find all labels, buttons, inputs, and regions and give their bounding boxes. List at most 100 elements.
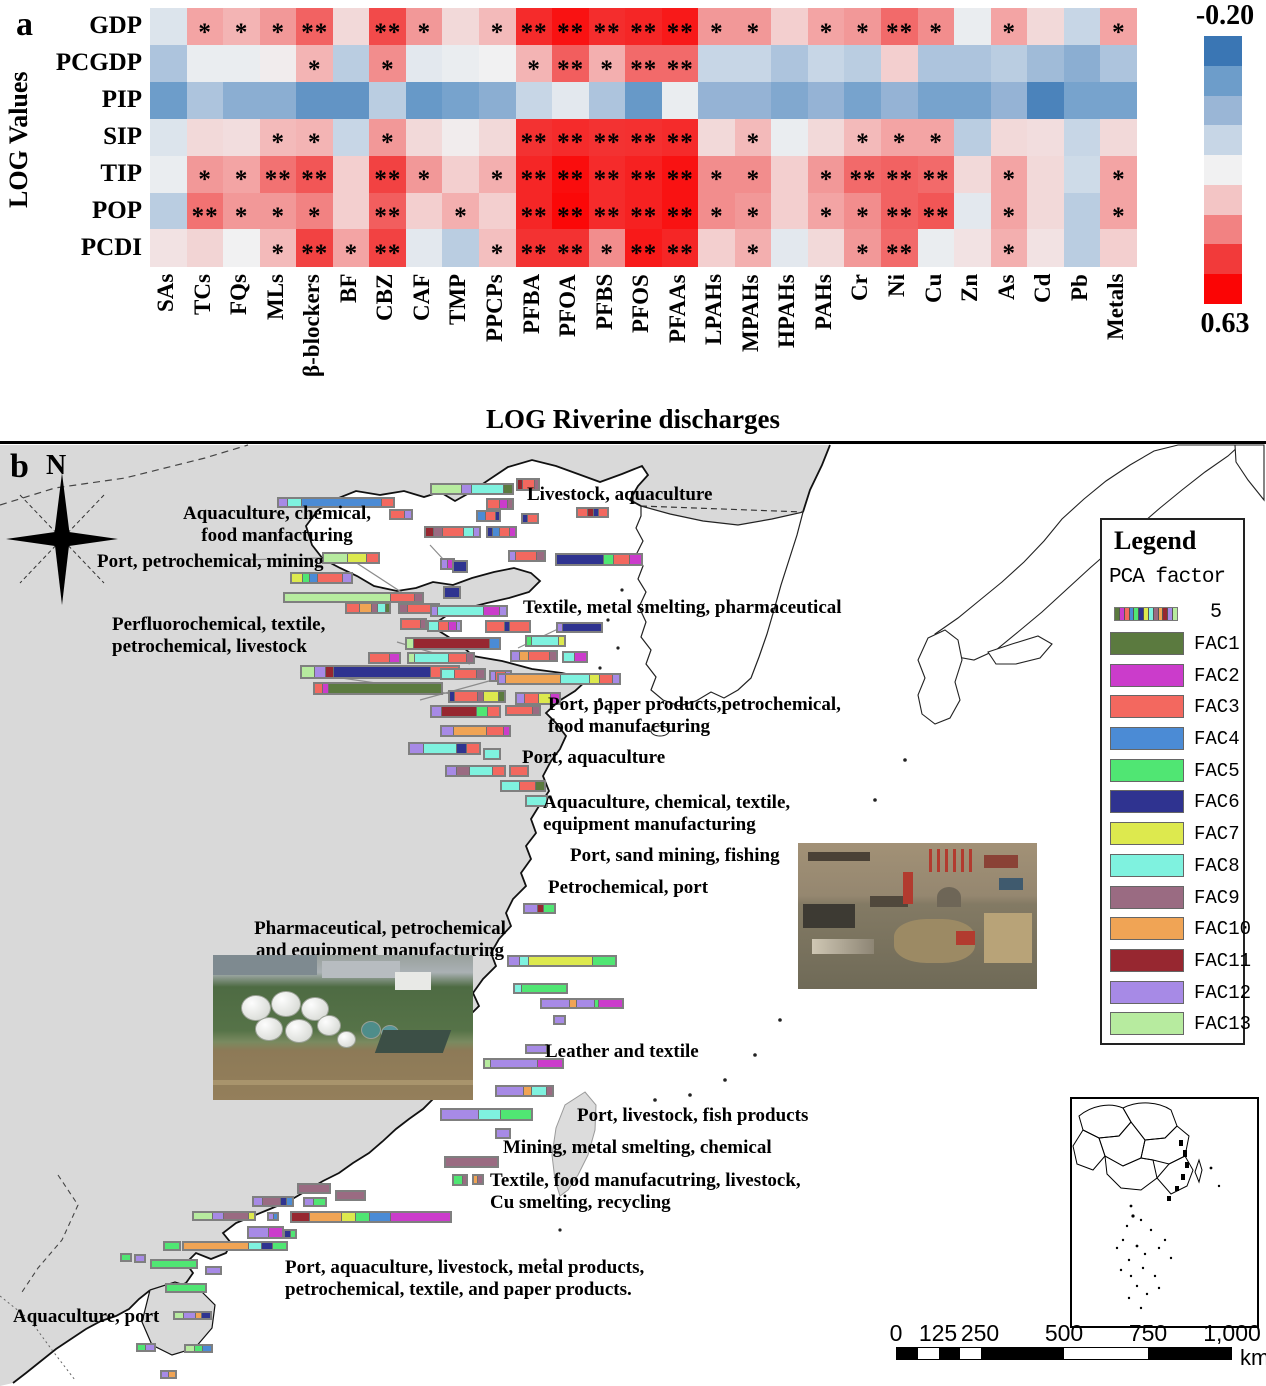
legend-sample-value: 5	[1210, 601, 1223, 624]
pca-bar-segment	[436, 607, 484, 615]
pca-bar	[408, 742, 481, 755]
pca-bar-segment	[183, 1313, 195, 1318]
pca-bar-segment	[562, 624, 601, 631]
scale-segment	[980, 1348, 1064, 1359]
legend-sample-bar	[1114, 607, 1178, 621]
heatmap-cell	[478, 192, 517, 230]
significance-stars: *	[417, 166, 432, 194]
pca-bar-segment	[592, 957, 615, 965]
heatmap-cell: **	[625, 229, 663, 268]
significance-stars: **	[849, 166, 877, 194]
pca-bar-segment	[515, 985, 522, 992]
pca-bar-segment	[371, 604, 378, 612]
heatmap-cell: **	[588, 155, 626, 194]
colorbar-segment	[1204, 274, 1242, 305]
significance-stars: *	[1002, 166, 1016, 194]
heatmap-cell	[771, 155, 809, 194]
legend-item: FAC2	[1102, 661, 1243, 693]
heatmap-cell: **	[515, 8, 553, 46]
heatmap-cell	[917, 44, 955, 83]
legend-subtitle: PCA factor	[1109, 566, 1226, 589]
pca-bar-segment	[510, 552, 516, 560]
heatmap-cell	[186, 81, 224, 120]
pca-bar-segment	[292, 1213, 309, 1221]
significance-stars: *	[710, 18, 724, 46]
pca-bar	[485, 620, 531, 633]
heatmap-cell: **	[661, 155, 699, 193]
legend-item: FAC11	[1102, 946, 1251, 978]
map-label: Perfluorochemical, textile, petrochemical…	[112, 614, 326, 658]
colorbar-min-label: 0.63	[1200, 308, 1250, 339]
heatmap-cell: *	[1100, 8, 1138, 46]
pca-bar-segment	[194, 1213, 212, 1219]
pca-bar	[486, 526, 517, 538]
heatmap-cell: **	[369, 229, 407, 268]
significance-stars: *	[490, 240, 505, 268]
heatmap-cell: *	[917, 118, 955, 156]
heatmap-cell	[186, 44, 224, 83]
pca-bar-segment	[442, 670, 455, 678]
heatmap-cell	[405, 229, 443, 267]
significance-stars: **	[666, 18, 694, 46]
pca-bar-segment	[461, 1176, 466, 1184]
pca-bar-segment	[314, 667, 325, 677]
heatmap-cell: **	[552, 44, 590, 83]
legend-item: FAC8	[1102, 851, 1243, 883]
heatmap-cell: **	[917, 155, 955, 193]
heatmap-cell: *	[990, 192, 1028, 230]
pca-bar	[345, 602, 391, 614]
colorbar-segment	[1204, 95, 1242, 126]
pca-bar-segment	[280, 1198, 286, 1205]
significance-stars: *	[1112, 166, 1126, 194]
significance-stars: *	[600, 55, 614, 83]
mainland-china	[0, 445, 830, 1386]
heatmap-cell	[223, 229, 261, 267]
significance-stars: **	[374, 240, 402, 268]
heatmap-cell: *	[698, 8, 736, 46]
legend-item: FAC5	[1102, 756, 1243, 788]
significance-stars: *	[819, 18, 834, 46]
pca-bar	[182, 1241, 288, 1251]
pca-bar-segment	[184, 1243, 248, 1249]
pca-bar-segment	[564, 653, 574, 661]
pca-bar-segment	[447, 767, 456, 775]
legend-item: FAC3	[1102, 692, 1243, 724]
map-label: Mining, metal smelting, chemical	[503, 1137, 772, 1158]
heatmap-cell	[405, 118, 443, 157]
scale-tick-label: 125	[918, 1320, 958, 1346]
heatmap-cell: **	[881, 229, 919, 267]
pca-bar-segment	[302, 574, 309, 582]
scale-segment	[1064, 1348, 1148, 1359]
pca-bar-segment	[432, 528, 443, 536]
heatmap-cell: *	[807, 192, 846, 231]
pca-bar-segment	[249, 1228, 269, 1237]
pca-bar	[440, 668, 486, 680]
pca-bar-segment	[162, 1372, 169, 1377]
pca-bar	[483, 748, 501, 760]
colorbar-segment	[1204, 155, 1242, 186]
pca-bar-segment	[407, 639, 413, 648]
pca-bar-segment	[573, 653, 586, 661]
pca-bar-segment	[247, 1213, 254, 1219]
significance-stars: *	[381, 55, 395, 83]
heatmap-cell: *	[296, 44, 334, 83]
legend-item: FAC4	[1102, 724, 1243, 756]
pca-bar-segment	[366, 554, 379, 562]
pca-bar-segment	[497, 692, 504, 701]
pca-bar-segment	[194, 1313, 201, 1318]
significance-stars: **	[593, 166, 621, 194]
significance-stars: *	[308, 129, 322, 157]
heatmap-cell	[1027, 8, 1065, 46]
pca-bar-segment	[370, 654, 389, 662]
pca-bar-segment	[324, 667, 333, 677]
legend-swatch	[1110, 1012, 1184, 1036]
significance-stars: *	[819, 203, 834, 231]
significance-stars: *	[271, 203, 285, 231]
pca-bar-segment	[497, 1087, 524, 1095]
pca-bar-segment	[465, 654, 473, 662]
pca-bar	[495, 1128, 511, 1139]
significance-stars: **	[630, 240, 658, 268]
pca-bar-segment	[442, 560, 447, 568]
heatmap-cell: **	[625, 8, 663, 46]
